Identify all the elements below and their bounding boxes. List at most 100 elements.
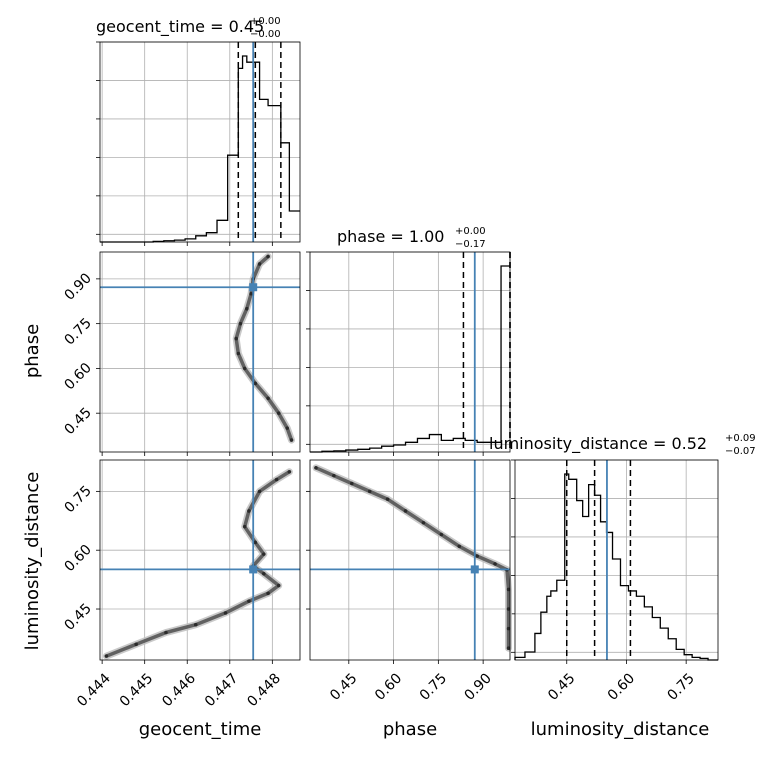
y-tick-label-luminosity-distance: 0.60 [61, 542, 94, 575]
density-band-inner [234, 254, 294, 442]
y-tick-label-phase: 0.45 [61, 405, 94, 438]
y-tick-label-luminosity-distance: 0.45 [61, 601, 94, 634]
sample-point [257, 262, 262, 266]
panel-frame [99, 251, 301, 453]
sample-point [349, 481, 354, 486]
sample-point [193, 622, 198, 627]
sample-point [266, 254, 270, 259]
density-band-outer [232, 253, 295, 444]
sample-point [287, 469, 292, 474]
sample-point [385, 497, 390, 502]
x-tick-label-luminosity-distance: 0.60 [605, 670, 638, 703]
sample-point [223, 611, 228, 615]
sample-point [439, 532, 444, 537]
x-tick-label-geocent-time: 0.445 [117, 670, 157, 710]
sample-point [475, 554, 479, 558]
sample-point [257, 489, 262, 494]
sample-point [266, 396, 270, 401]
sample-point [104, 654, 109, 658]
y-tick-label-phase: 0.75 [61, 315, 94, 348]
sample-point [247, 599, 251, 603]
y-label-luminosity-distance: luminosity_distance [22, 472, 43, 651]
title-luminosity-distance-sub: −0.07 [725, 446, 756, 457]
panel-frame [99, 41, 301, 243]
truth-marker [249, 565, 258, 574]
title-phase: phase = 1.00 [337, 227, 444, 246]
sample-point [314, 466, 318, 470]
histogram-step [514, 473, 718, 661]
joint-panel-phase-vs-geocent-time [96, 251, 301, 456]
sample-point [234, 336, 238, 341]
histogram-step [310, 265, 510, 453]
sample-point [238, 321, 243, 326]
histogram-step [100, 55, 300, 243]
hist-panel-luminosity-distance [511, 459, 719, 664]
y-tick-label-luminosity-distance: 0.75 [61, 483, 94, 516]
sample-point [236, 351, 241, 356]
sample-point [285, 426, 290, 430]
sample-point [253, 540, 258, 545]
x-tick-label-geocent-time: 0.446 [159, 670, 199, 710]
sample-point [289, 438, 294, 442]
sample-point [506, 607, 511, 611]
truth-marker [249, 283, 258, 292]
sample-point [262, 552, 266, 556]
title-phase-sup: +0.00 [455, 226, 486, 237]
sample-point [134, 642, 138, 647]
x-tick-label-phase: 0.60 [372, 670, 405, 703]
title-geocent-time: geocent_time = 0.45 [96, 17, 264, 37]
x-label-phase: phase [383, 719, 437, 740]
title-geocent-time-sup: +0.00 [250, 16, 281, 27]
x-tick-label-geocent-time: 0.448 [244, 670, 284, 710]
title-luminosity-distance: luminosity_distance = 0.52 [489, 434, 707, 454]
y-label-phase: phase [22, 324, 43, 378]
sample-point [253, 381, 258, 386]
sample-point [506, 587, 511, 592]
density-band-inner [314, 466, 511, 650]
sample-point [421, 520, 426, 525]
title-phase-sub: −0.17 [455, 239, 486, 250]
panel-frame [514, 459, 719, 661]
sample-point [457, 544, 462, 549]
y-tick-label-phase: 0.60 [61, 360, 94, 393]
x-tick-label-geocent-time: 0.444 [74, 670, 114, 710]
joint-panel-luminosity-distance-vs-phase [306, 459, 512, 664]
truth-marker [470, 565, 479, 574]
x-tick-label-geocent-time: 0.447 [202, 670, 242, 710]
x-tick-label-phase: 0.75 [417, 670, 450, 703]
x-tick-label-luminosity-distance: 0.75 [665, 670, 698, 703]
title-geocent-time-sub: −0.00 [250, 29, 281, 40]
y-tick-label-phase: 0.90 [61, 270, 94, 303]
hist-panel-geocent-time [96, 41, 301, 246]
sample-point [276, 411, 281, 415]
density-band-inner [104, 470, 292, 658]
sample-point [332, 473, 336, 478]
title-luminosity-distance-sup: +0.09 [725, 433, 756, 444]
sample-point [245, 306, 249, 311]
panel-frame [99, 459, 301, 661]
density-band-outer [102, 468, 293, 660]
sample-point [249, 291, 253, 296]
hist-panel-phase [306, 251, 511, 456]
sample-point [403, 509, 408, 513]
sample-point [242, 366, 247, 371]
sample-point [242, 524, 247, 529]
sample-point [276, 583, 281, 588]
sample-point [274, 477, 279, 482]
panel-frame [309, 251, 511, 453]
sample-point [506, 626, 511, 631]
x-label-geocent-time: geocent_time [139, 719, 262, 740]
panels [96, 41, 719, 664]
panel-frame [309, 459, 511, 661]
sample-point [262, 571, 266, 576]
x-tick-label-luminosity-distance: 0.45 [545, 670, 578, 703]
sample-point [506, 646, 511, 651]
sample-point [247, 509, 251, 513]
sample-point [164, 630, 168, 635]
sample-point [367, 489, 372, 494]
x-tick-label-phase: 0.45 [327, 670, 360, 703]
sample-point [493, 562, 497, 566]
static-text: geocent_time = 0.45 +0.00 −0.00 phase = … [22, 16, 756, 740]
x-tick-label-phase: 0.90 [462, 670, 495, 703]
